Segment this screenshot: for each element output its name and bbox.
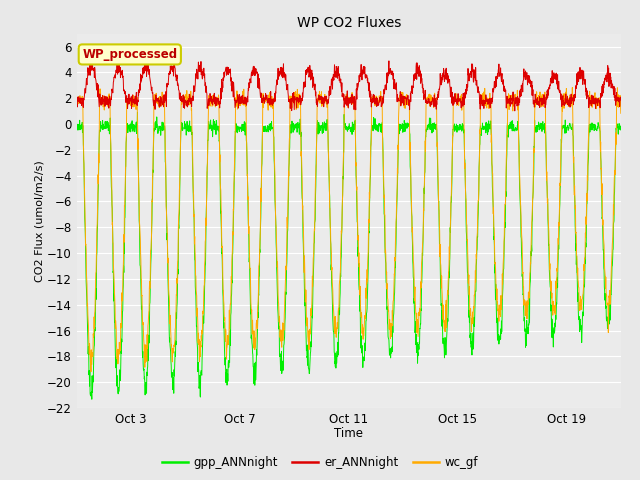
wc_gf (360, 325, 367, 331)
gpp_ANNnight (88, 396, 95, 402)
Legend: gpp_ANNnight, er_ANNnight, wc_gf: gpp_ANNnight, er_ANNnight, wc_gf (157, 452, 483, 474)
wc_gf (87, 369, 95, 374)
Line: er_ANNnight: er_ANNnight (77, 56, 621, 111)
gpp_ANNnight (73, 123, 81, 129)
gpp_ANNnight (211, 121, 219, 127)
er_ANNnight (211, 101, 219, 107)
er_ANNnight (617, 97, 625, 103)
gpp_ANNnight (585, 155, 593, 160)
wc_gf (588, 98, 595, 104)
wc_gf (73, 94, 81, 100)
Text: WP_processed: WP_processed (82, 48, 177, 61)
gpp_ANNnight (250, 372, 257, 377)
gpp_ANNnight (617, 125, 625, 131)
er_ANNnight (250, 63, 257, 69)
gpp_ANNnight (588, 120, 595, 126)
er_ANNnight (585, 96, 593, 102)
wc_gf (585, 135, 593, 141)
gpp_ANNnight (360, 355, 367, 360)
X-axis label: Time: Time (334, 427, 364, 440)
er_ANNnight (271, 90, 278, 96)
Line: wc_gf: wc_gf (77, 87, 621, 372)
er_ANNnight (511, 108, 518, 114)
er_ANNnight (360, 64, 367, 70)
wc_gf (568, 84, 576, 90)
Title: WP CO2 Fluxes: WP CO2 Fluxes (296, 16, 401, 30)
er_ANNnight (73, 101, 81, 107)
gpp_ANNnight (271, 197, 279, 203)
wc_gf (271, 166, 278, 172)
Line: gpp_ANNnight: gpp_ANNnight (77, 112, 621, 399)
wc_gf (250, 340, 257, 346)
gpp_ANNnight (134, 109, 141, 115)
er_ANNnight (86, 53, 93, 59)
Y-axis label: CO2 Flux (umol/m2/s): CO2 Flux (umol/m2/s) (35, 160, 44, 282)
er_ANNnight (588, 97, 595, 103)
wc_gf (211, 96, 219, 101)
wc_gf (617, 110, 625, 116)
